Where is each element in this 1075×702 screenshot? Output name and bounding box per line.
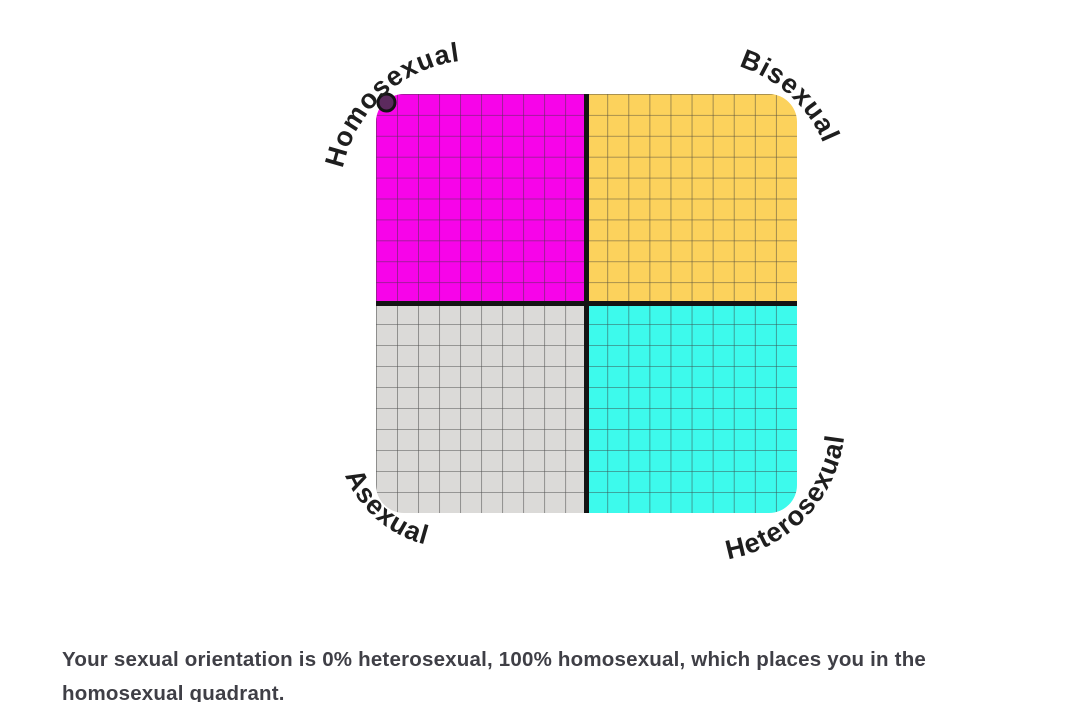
result-sentence: Your sexual orientation is 0% heterosexu… <box>62 643 926 702</box>
result-sentence-line-2: homosexual quadrant. <box>62 681 285 702</box>
result-sentence-line-1: Your sexual orientation is 0% heterosexu… <box>62 647 927 671</box>
quadrant-grid-area <box>376 94 797 513</box>
result-point-marker <box>376 92 397 113</box>
